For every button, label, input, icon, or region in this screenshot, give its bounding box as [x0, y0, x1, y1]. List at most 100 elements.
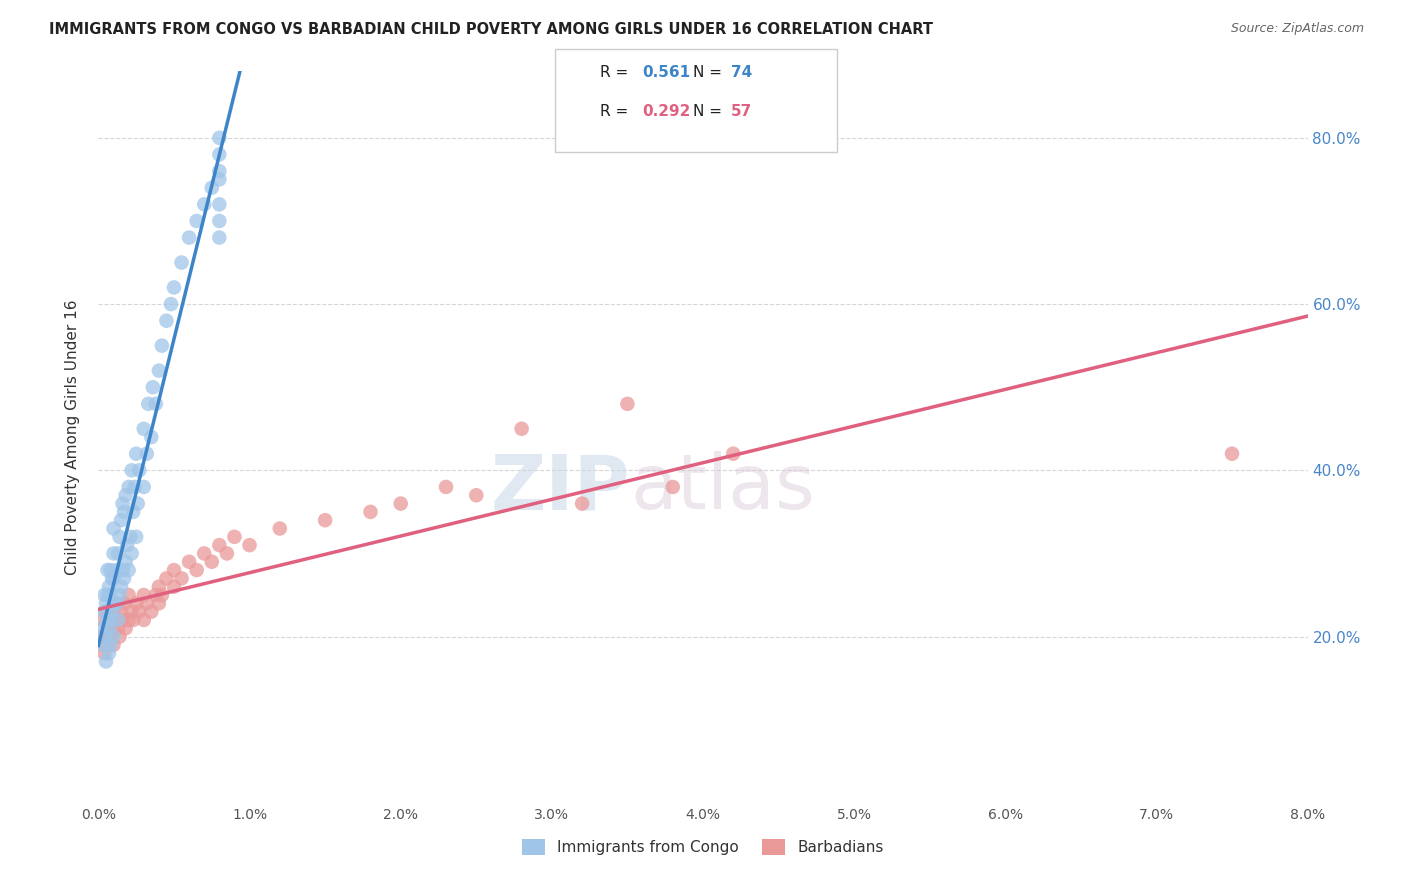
Point [208, 131, 231, 145]
Point [208, 164, 231, 178]
Point [94, 596, 117, 610]
Point [107, 613, 129, 627]
Point [224, 530, 246, 544]
Text: N =: N = [693, 104, 727, 120]
Point [179, 230, 201, 244]
Point [1220, 447, 1243, 461]
Point [114, 488, 136, 502]
Point [179, 555, 201, 569]
Point [201, 555, 224, 569]
Point [98, 646, 121, 660]
Point [100, 638, 122, 652]
Point [510, 422, 533, 436]
Point [148, 580, 170, 594]
Point [389, 497, 412, 511]
Text: 57: 57 [731, 104, 752, 120]
Point [208, 214, 231, 228]
Point [103, 630, 125, 644]
Point [98, 580, 121, 594]
Point [314, 513, 336, 527]
Point [201, 180, 224, 194]
Point [128, 463, 150, 477]
Point [155, 314, 177, 328]
Text: 74: 74 [731, 65, 752, 80]
Point [160, 297, 183, 311]
Point [96, 621, 118, 635]
Text: ZIP: ZIP [491, 451, 630, 525]
Point [186, 563, 208, 577]
Point [465, 488, 488, 502]
Point [170, 571, 193, 585]
Point [103, 638, 125, 652]
Point [118, 613, 141, 627]
Point [118, 480, 141, 494]
Text: R =: R = [600, 65, 634, 80]
Point [112, 571, 135, 585]
Point [148, 596, 170, 610]
Point [105, 563, 128, 577]
Point [94, 638, 117, 652]
Point [101, 621, 124, 635]
Point [91, 613, 114, 627]
Point [163, 280, 186, 294]
Point [104, 613, 127, 627]
Point [121, 463, 143, 477]
Point [114, 621, 136, 635]
Point [208, 230, 231, 244]
Point [150, 588, 173, 602]
Text: R =: R = [600, 104, 634, 120]
Point [571, 497, 593, 511]
Point [112, 596, 135, 610]
Point [101, 605, 124, 619]
Point [93, 605, 115, 619]
Text: 0.292: 0.292 [643, 104, 690, 120]
Point [616, 397, 638, 411]
Point [723, 447, 745, 461]
Text: 0.561: 0.561 [643, 65, 690, 80]
Point [103, 605, 125, 619]
Point [112, 505, 135, 519]
Point [96, 613, 118, 627]
Point [90, 630, 112, 644]
Point [661, 480, 683, 494]
Point [108, 630, 131, 644]
Point [208, 172, 231, 186]
Point [148, 363, 170, 377]
Point [215, 546, 238, 560]
Point [100, 563, 122, 577]
Point [108, 588, 131, 602]
Point [96, 588, 118, 602]
Point [132, 422, 155, 436]
Point [121, 605, 143, 619]
Point [193, 197, 215, 211]
Point [434, 480, 457, 494]
Point [100, 613, 122, 627]
Point [135, 447, 157, 461]
Point [107, 546, 129, 560]
Point [94, 605, 117, 619]
Point [122, 613, 145, 627]
Point [127, 497, 149, 511]
Point [122, 505, 145, 519]
Point [107, 621, 129, 635]
Point [103, 546, 125, 560]
Point [141, 430, 163, 444]
Point [111, 497, 134, 511]
Point [208, 147, 231, 161]
Point [98, 630, 121, 644]
Point [111, 613, 134, 627]
Point [193, 546, 215, 560]
Legend: Immigrants from Congo, Barbadians: Immigrants from Congo, Barbadians [516, 833, 890, 861]
Point [101, 571, 124, 585]
Point [103, 571, 125, 585]
Point [110, 605, 132, 619]
Text: Source: ZipAtlas.com: Source: ZipAtlas.com [1230, 22, 1364, 36]
Point [124, 480, 146, 494]
Point [90, 621, 112, 635]
Point [94, 655, 117, 669]
Point [135, 596, 157, 610]
Point [118, 588, 141, 602]
Point [103, 596, 125, 610]
Point [208, 197, 231, 211]
Point [120, 530, 142, 544]
